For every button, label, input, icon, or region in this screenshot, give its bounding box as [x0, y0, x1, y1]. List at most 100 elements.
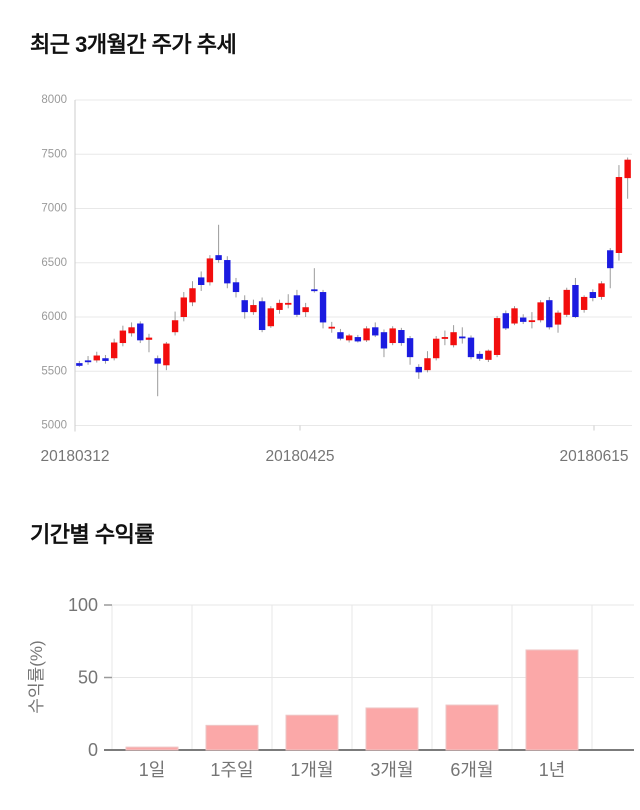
candle-body-up [145, 337, 153, 340]
x-tick-label: 20180312 [41, 448, 110, 465]
candle [354, 334, 362, 343]
candle [459, 327, 466, 344]
candle [224, 256, 231, 289]
candle [415, 364, 422, 379]
candle-body-up [119, 330, 127, 344]
candle-body-up [328, 326, 335, 329]
candle [363, 326, 370, 342]
candle-body-up [441, 337, 449, 339]
candle [154, 355, 161, 397]
candle-body-up [554, 312, 562, 325]
y-tick-label: 7000 [41, 203, 67, 215]
candle [572, 277, 579, 319]
y-tick-label: 100 [68, 595, 98, 615]
y-tick-label: 6000 [41, 311, 67, 323]
candle-body-down [137, 323, 144, 341]
candle-body-down [102, 358, 109, 361]
y-tick-label: 8000 [41, 94, 67, 106]
candle [589, 289, 597, 302]
candle-body-up [180, 297, 187, 317]
candle-body-down [232, 282, 240, 293]
candle-body-down [215, 255, 222, 261]
candle [563, 287, 570, 317]
candle-body-down [337, 332, 344, 339]
category-label: 1일 [139, 760, 166, 780]
y-tick-label: 0 [88, 740, 98, 760]
y-tick-label: 6500 [41, 257, 67, 269]
candle-body-up [563, 289, 570, 315]
candle-body-up [302, 307, 309, 313]
candle-body-down [459, 336, 466, 339]
candle-body-up [110, 342, 118, 359]
returns-bar-chart: 0 50 100 1일 1주일 1개월 3개월 6개월 1년 수익률(%) [27, 595, 634, 780]
candle-body-up [615, 177, 623, 253]
candle [93, 351, 100, 363]
candle-body-up [493, 318, 501, 355]
candle-body-up [189, 288, 196, 303]
candle [215, 224, 222, 263]
candle [607, 248, 614, 289]
candle-body-down [398, 330, 405, 344]
return-bar [285, 714, 339, 751]
candle [302, 302, 309, 317]
candle [580, 295, 588, 313]
category-label: 3개월 [370, 760, 413, 780]
candle [250, 299, 257, 315]
candle-body-up [345, 335, 353, 341]
candle-body-up [424, 358, 431, 371]
candle-body-down [380, 332, 388, 349]
candle [311, 268, 318, 293]
candle [285, 294, 292, 309]
candle [241, 295, 248, 319]
candle [197, 271, 205, 291]
candle [171, 311, 179, 336]
returns-chart-title: 기간별 수익률 [30, 522, 155, 547]
candle [189, 281, 196, 307]
return-bar [445, 704, 499, 751]
candle-body-down [241, 300, 248, 313]
price-chart-title: 최근 3개월간 주가 추세 [30, 32, 237, 57]
candle [372, 322, 379, 338]
candle-body-up [598, 283, 605, 297]
candle-body-down [372, 327, 379, 336]
candle-body-down [546, 300, 553, 328]
candle-body-down [293, 295, 301, 315]
candle-body-up [450, 332, 457, 346]
candle-body-down [572, 284, 579, 317]
candle-body-up [528, 320, 536, 323]
y-axis-title: 수익률(%) [27, 640, 46, 713]
candle [398, 327, 405, 346]
candle [345, 333, 353, 343]
return-bar [525, 649, 579, 751]
candle [258, 297, 266, 333]
y-tick-label: 5500 [41, 365, 67, 377]
return-bar [365, 707, 419, 751]
candle [624, 157, 631, 199]
candle-body-down [476, 353, 483, 359]
category-label: 6개월 [450, 760, 493, 780]
candle-body-up [363, 328, 370, 341]
candle [615, 165, 623, 261]
candle [424, 351, 431, 373]
candle-body-down [154, 358, 161, 364]
candle-body-up [511, 308, 518, 324]
candle [441, 330, 449, 346]
candle [467, 335, 475, 360]
candle-body-down [607, 250, 614, 269]
candle-body-up [276, 302, 283, 310]
price-candlestick-chart: 8000 7500 7000 6500 6000 5500 5000 20180312 2018… [41, 94, 632, 465]
candle-body-down [197, 277, 205, 285]
candle-body-down [502, 313, 510, 329]
y-tick-label: 7500 [41, 148, 67, 160]
candle-body-up [432, 338, 440, 359]
candle-body-down [258, 301, 266, 331]
candle [485, 349, 492, 363]
candle-body-up [580, 296, 588, 310]
candle-body-up [128, 327, 135, 334]
x-tick-label: 20180615 [560, 448, 629, 465]
candle-body-down [84, 360, 92, 363]
candle [389, 326, 396, 346]
candle [110, 338, 118, 361]
candle [145, 333, 153, 353]
